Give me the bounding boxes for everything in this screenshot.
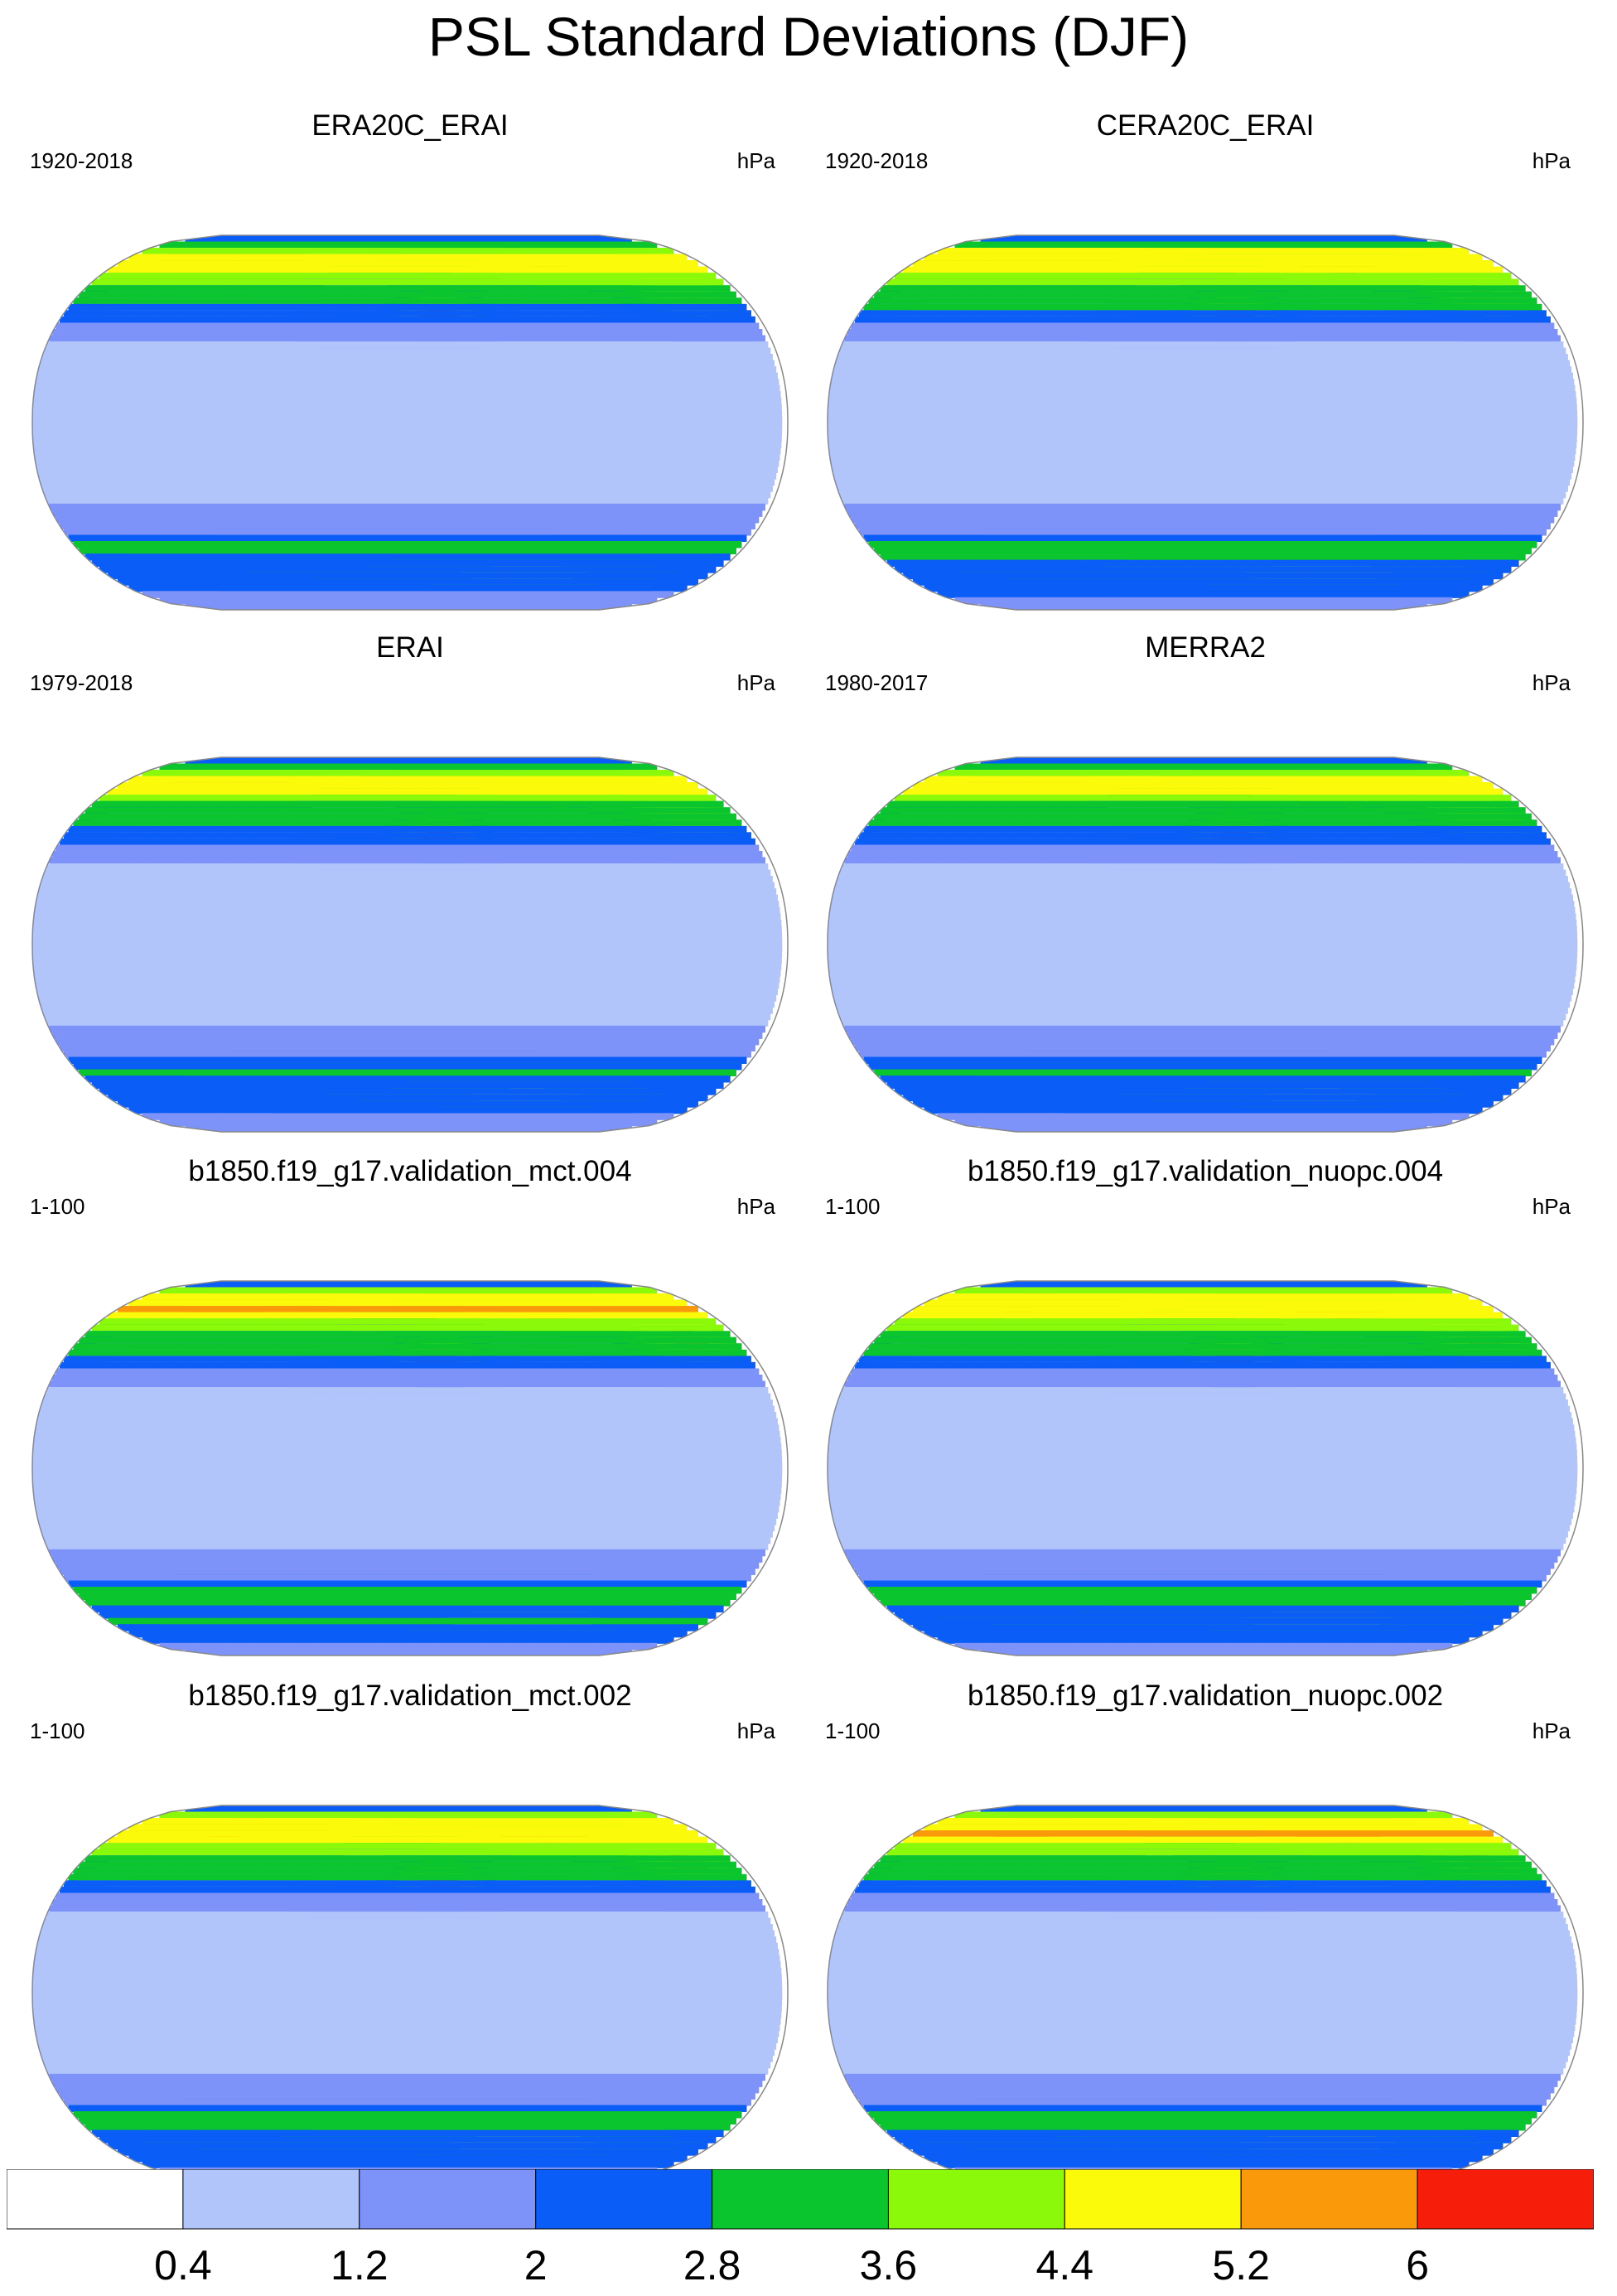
map-plot — [31, 1280, 789, 1656]
colorbar-box — [6, 2168, 184, 2230]
colorbar-tick-label: 1.2 — [331, 2242, 389, 2289]
panel-units: hPa — [737, 147, 775, 174]
map-plot — [827, 1805, 1584, 2181]
colorbar-tick-label: 0.4 — [154, 2242, 212, 2289]
map-panel: b1850.f19_g17.validation_nuopc.002 1-100 h… — [822, 1678, 1589, 2208]
map-panel: b1850.f19_g17.validation_mct.002 1-100 hPa — [27, 1678, 794, 2208]
colorbar-box — [359, 2168, 537, 2230]
panel-period: 1-100 — [825, 1718, 881, 1744]
panel-title: b1850.f19_g17.validation_mct.002 — [27, 1678, 794, 1714]
panel-period: 1920-2018 — [30, 147, 133, 174]
psl-field — [828, 1281, 1578, 1656]
map-panel: b1850.f19_g17.validation_nuopc.004 1-100 h… — [822, 1153, 1589, 1684]
colorbar-box — [1240, 2168, 1418, 2230]
map-panel: ERAI 1979-2018 hPa — [27, 630, 794, 1160]
map-border — [827, 756, 1584, 1133]
figure-title: PSL Standard Deviations (DJF) — [0, 3, 1617, 70]
colorbar-box — [535, 2168, 713, 2230]
panel-period: 1980-2017 — [825, 669, 928, 696]
psl-field — [828, 757, 1578, 1132]
panel-units: hPa — [737, 1718, 775, 1744]
map-border — [31, 756, 789, 1133]
panel-period: 1-100 — [30, 1193, 85, 1220]
map-border — [827, 1280, 1584, 1656]
panel-units: hPa — [737, 669, 775, 696]
panel-units: hPa — [1533, 1193, 1571, 1220]
panel-title: CERA20C_ERAI — [822, 108, 1589, 144]
psl-field — [32, 757, 783, 1132]
map-panel: MERRA2 1980-2017 hPa — [822, 630, 1589, 1160]
map-plot — [827, 234, 1584, 611]
panel-title: ERAI — [27, 630, 794, 666]
map-border — [31, 1805, 789, 2181]
colorbar-box — [712, 2168, 889, 2230]
panel-period: 1-100 — [30, 1718, 85, 1744]
psl-field — [32, 235, 783, 610]
panel-period: 1-100 — [825, 1193, 881, 1220]
map-border — [31, 1280, 789, 1656]
panel-units: hPa — [1533, 669, 1571, 696]
panel-units: hPa — [1533, 147, 1571, 174]
colorbar-tick-label: 2.8 — [683, 2242, 741, 2289]
colorbar-tick-label: 5.2 — [1212, 2242, 1270, 2289]
panel-title: MERRA2 — [822, 630, 1589, 666]
panel-period: 1979-2018 — [30, 669, 133, 696]
map-panel: ERA20C_ERAI 1920-2018 hPa — [27, 108, 794, 638]
colorbar-tick-label: 4.4 — [1036, 2242, 1094, 2289]
map-plot — [31, 1805, 789, 2181]
psl-field — [32, 1281, 783, 1656]
map-plot — [827, 756, 1584, 1133]
colorbar-tick-label: 2 — [524, 2242, 548, 2289]
colorbar: 0.4 1.2 2 2.8 3.6 4.4 5.2 6 — [6, 2168, 1595, 2294]
map-panel: CERA20C_ERAI 1920-2018 hPa — [822, 108, 1589, 638]
map-plot — [827, 1280, 1584, 1656]
psl-field — [828, 1805, 1578, 2180]
map-panel: b1850.f19_g17.validation_mct.004 1-100 hPa — [27, 1153, 794, 1684]
panel-title: b1850.f19_g17.validation_nuopc.004 — [822, 1153, 1589, 1190]
panel-title: b1850.f19_g17.validation_mct.004 — [27, 1153, 794, 1190]
panel-period: 1920-2018 — [825, 147, 928, 174]
map-border — [827, 1805, 1584, 2181]
psl-field — [32, 1805, 783, 2180]
panel-units: hPa — [1533, 1718, 1571, 1744]
colorbar-tick-label: 6 — [1406, 2242, 1429, 2289]
map-border — [31, 234, 789, 611]
colorbar-box — [1064, 2168, 1242, 2230]
colorbar-boxes — [6, 2168, 1595, 2230]
map-plot — [31, 756, 789, 1133]
colorbar-box — [1417, 2168, 1595, 2230]
panel-title: b1850.f19_g17.validation_nuopc.002 — [822, 1678, 1589, 1714]
panel-title: ERA20C_ERAI — [27, 108, 794, 144]
map-plot — [31, 234, 789, 611]
psl-field — [828, 235, 1578, 610]
panel-units: hPa — [737, 1193, 775, 1220]
map-border — [827, 234, 1584, 611]
colorbar-box — [887, 2168, 1065, 2230]
colorbar-box — [182, 2168, 360, 2230]
colorbar-tick-label: 3.6 — [860, 2242, 918, 2289]
